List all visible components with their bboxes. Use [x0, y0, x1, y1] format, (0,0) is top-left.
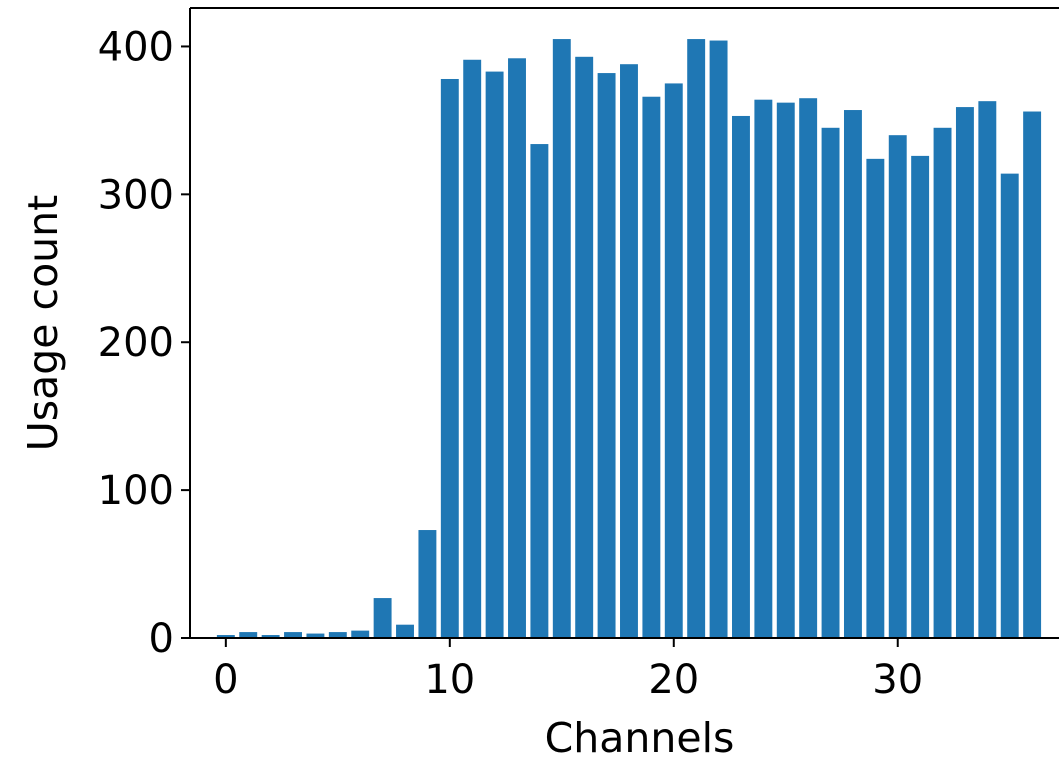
bar-channel-2: [261, 635, 280, 638]
bar-channel-12: [485, 71, 504, 639]
bar-channel-10: [440, 78, 459, 639]
bar-channel-13: [508, 58, 526, 638]
x-tick-label: 10: [424, 657, 475, 703]
bar-channel-23: [732, 115, 750, 638]
bar-channel-16: [575, 56, 594, 639]
x-tick-label: 30: [872, 657, 923, 703]
bar-channel-24: [754, 99, 773, 638]
y-axis-label: Usage count: [19, 195, 67, 451]
bar-channel-31: [911, 155, 930, 638]
bars-group: [216, 39, 1042, 639]
bar-channel-20: [664, 83, 683, 639]
bar-channel-9: [418, 530, 437, 638]
y-tick-label: 300: [98, 172, 174, 218]
bar-channel-34: [978, 101, 997, 639]
bar-channel-25: [776, 102, 795, 638]
y-tick-label: 0: [149, 616, 174, 662]
bar-channel-0: [216, 635, 235, 638]
bar-channel-19: [642, 96, 661, 639]
y-tick-label: 200: [98, 320, 174, 366]
axes-group: [189, 7, 1059, 639]
bar-channel-3: [284, 632, 302, 638]
bar-channel-36: [1023, 111, 1042, 638]
y-tick-label: 400: [98, 24, 174, 70]
bar-channel-14: [530, 144, 549, 638]
y-tick-label: 100: [98, 468, 174, 514]
bar-channel-32: [933, 127, 952, 638]
bar-channel-28: [843, 110, 862, 639]
bar-channel-35: [1000, 173, 1019, 638]
bar-channel-33: [955, 107, 974, 638]
bar-channel-7: [373, 598, 392, 638]
bar-channel-6: [351, 630, 370, 638]
x-axis-label: Channels: [545, 714, 735, 760]
bar-channel-30: [888, 135, 907, 638]
bar-channel-22: [709, 40, 728, 639]
bar-channel-29: [866, 158, 885, 638]
bar-channel-18: [620, 64, 638, 638]
bar-channel-1: [239, 632, 258, 638]
bar-channel-17: [597, 73, 616, 638]
x-tick-label: 20: [648, 657, 699, 703]
bar-channel-11: [463, 59, 482, 638]
bar-channel-15: [552, 39, 571, 639]
bar-channel-5: [328, 632, 347, 638]
bar-channel-21: [687, 39, 706, 639]
bar-channel-8: [396, 624, 414, 638]
bar-channel-27: [821, 127, 840, 638]
bar-channel-4: [306, 633, 325, 638]
bar-channel-26: [799, 98, 818, 638]
x-tick-label: 0: [213, 657, 238, 703]
